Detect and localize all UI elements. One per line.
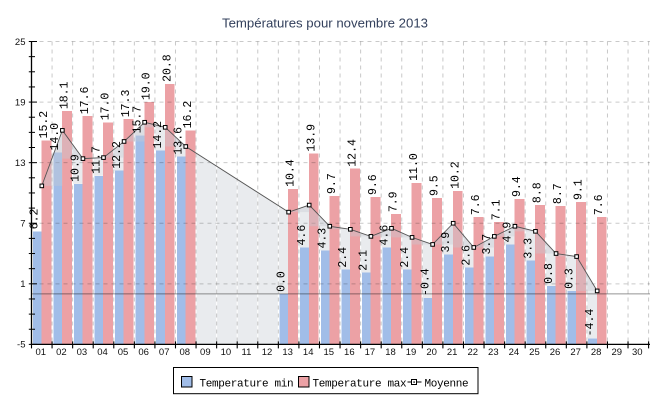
svg-text:13: 13	[15, 158, 26, 169]
svg-text:4.3: 4.3	[317, 228, 330, 249]
svg-text:13.6: 13.6	[173, 127, 186, 155]
svg-text:26: 26	[550, 347, 561, 358]
svg-text:14.2: 14.2	[152, 121, 165, 149]
svg-text:12: 12	[262, 347, 273, 358]
svg-text:-4.4: -4.4	[584, 309, 597, 337]
svg-text:16.2: 16.2	[182, 101, 195, 129]
svg-text:16: 16	[344, 347, 355, 358]
svg-text:9.1: 9.1	[573, 179, 586, 200]
svg-text:9.4: 9.4	[511, 176, 524, 197]
svg-text:6.2: 6.2	[29, 209, 42, 230]
svg-text:2.4: 2.4	[399, 247, 412, 268]
svg-text:15.2: 15.2	[38, 111, 51, 139]
svg-text:13.9: 13.9	[305, 124, 318, 152]
svg-text:30: 30	[632, 347, 643, 358]
svg-text:29: 29	[611, 347, 622, 358]
svg-text:2.1: 2.1	[358, 250, 371, 271]
svg-text:8.7: 8.7	[552, 183, 565, 204]
svg-text:7.6: 7.6	[470, 194, 483, 215]
svg-text:8.8: 8.8	[532, 182, 545, 203]
svg-text:4.6: 4.6	[296, 225, 309, 246]
svg-text:0.3: 0.3	[563, 268, 576, 289]
svg-text:13: 13	[282, 347, 293, 358]
svg-text:0.0: 0.0	[275, 271, 288, 292]
svg-text:28: 28	[591, 347, 602, 358]
svg-text:7: 7	[20, 219, 25, 230]
svg-text:06: 06	[138, 347, 149, 358]
svg-text:-5: -5	[17, 340, 25, 351]
svg-text:12.2: 12.2	[111, 141, 124, 169]
svg-text:4.6: 4.6	[378, 225, 391, 246]
svg-text:18.1: 18.1	[58, 81, 71, 109]
svg-text:10.2: 10.2	[449, 161, 462, 189]
svg-text:01: 01	[35, 347, 46, 358]
svg-text:21: 21	[447, 347, 458, 358]
svg-text:4.9: 4.9	[502, 222, 515, 243]
svg-text:10.9: 10.9	[70, 154, 83, 182]
svg-text:14.0: 14.0	[49, 123, 62, 151]
svg-text:07: 07	[159, 347, 170, 358]
svg-text:15: 15	[323, 347, 334, 358]
svg-text:Températures pour novembre 201: Températures pour novembre 2013	[222, 16, 428, 31]
svg-text:9.6: 9.6	[367, 174, 380, 195]
svg-text:04: 04	[97, 347, 108, 358]
svg-text:25: 25	[15, 37, 26, 48]
svg-text:11.0: 11.0	[408, 153, 421, 181]
svg-text:23: 23	[488, 347, 499, 358]
svg-text:3.3: 3.3	[522, 238, 535, 259]
svg-text:02: 02	[56, 347, 67, 358]
svg-text:9.5: 9.5	[429, 175, 442, 196]
svg-text:12.4: 12.4	[346, 139, 359, 167]
svg-text:11.7: 11.7	[90, 146, 103, 174]
svg-text:-0.4: -0.4	[419, 268, 432, 296]
svg-text:05: 05	[118, 347, 129, 358]
svg-text:18: 18	[385, 347, 396, 358]
svg-text:09: 09	[200, 347, 211, 358]
svg-text:19: 19	[15, 97, 26, 108]
svg-text:2.6: 2.6	[461, 245, 474, 266]
svg-text:10: 10	[221, 347, 232, 358]
svg-text:3.7: 3.7	[481, 234, 494, 255]
svg-text:17: 17	[365, 347, 376, 358]
svg-text:9.7: 9.7	[326, 173, 339, 194]
svg-text:27: 27	[570, 347, 581, 358]
svg-text:0.8: 0.8	[543, 263, 556, 284]
svg-text:20.8: 20.8	[161, 54, 174, 82]
svg-text:19.0: 19.0	[141, 72, 154, 100]
svg-text:17.6: 17.6	[79, 87, 92, 115]
svg-text:08: 08	[179, 347, 190, 358]
svg-text:10.4: 10.4	[285, 159, 298, 187]
svg-text:17.0: 17.0	[100, 93, 113, 121]
svg-text:Temperature max: Temperature max	[313, 378, 408, 390]
svg-text:7.1: 7.1	[490, 199, 503, 220]
svg-text:17.3: 17.3	[120, 90, 133, 118]
svg-text:22: 22	[467, 347, 478, 358]
svg-text:19: 19	[406, 347, 417, 358]
svg-text:7.9: 7.9	[388, 191, 401, 212]
svg-text:24: 24	[509, 347, 520, 358]
svg-text:7.6: 7.6	[593, 194, 606, 215]
svg-text:Moyenne: Moyenne	[425, 378, 469, 390]
svg-text:25: 25	[529, 347, 540, 358]
svg-text:11: 11	[242, 347, 252, 358]
svg-text:Temperature min: Temperature min	[200, 378, 294, 390]
svg-text:20: 20	[426, 347, 437, 358]
svg-text:14: 14	[303, 347, 314, 358]
svg-text:1: 1	[20, 279, 25, 290]
svg-text:2.4: 2.4	[337, 247, 350, 268]
svg-text:3.9: 3.9	[440, 232, 453, 253]
svg-text:15.7: 15.7	[131, 106, 144, 134]
svg-text:03: 03	[77, 347, 88, 358]
